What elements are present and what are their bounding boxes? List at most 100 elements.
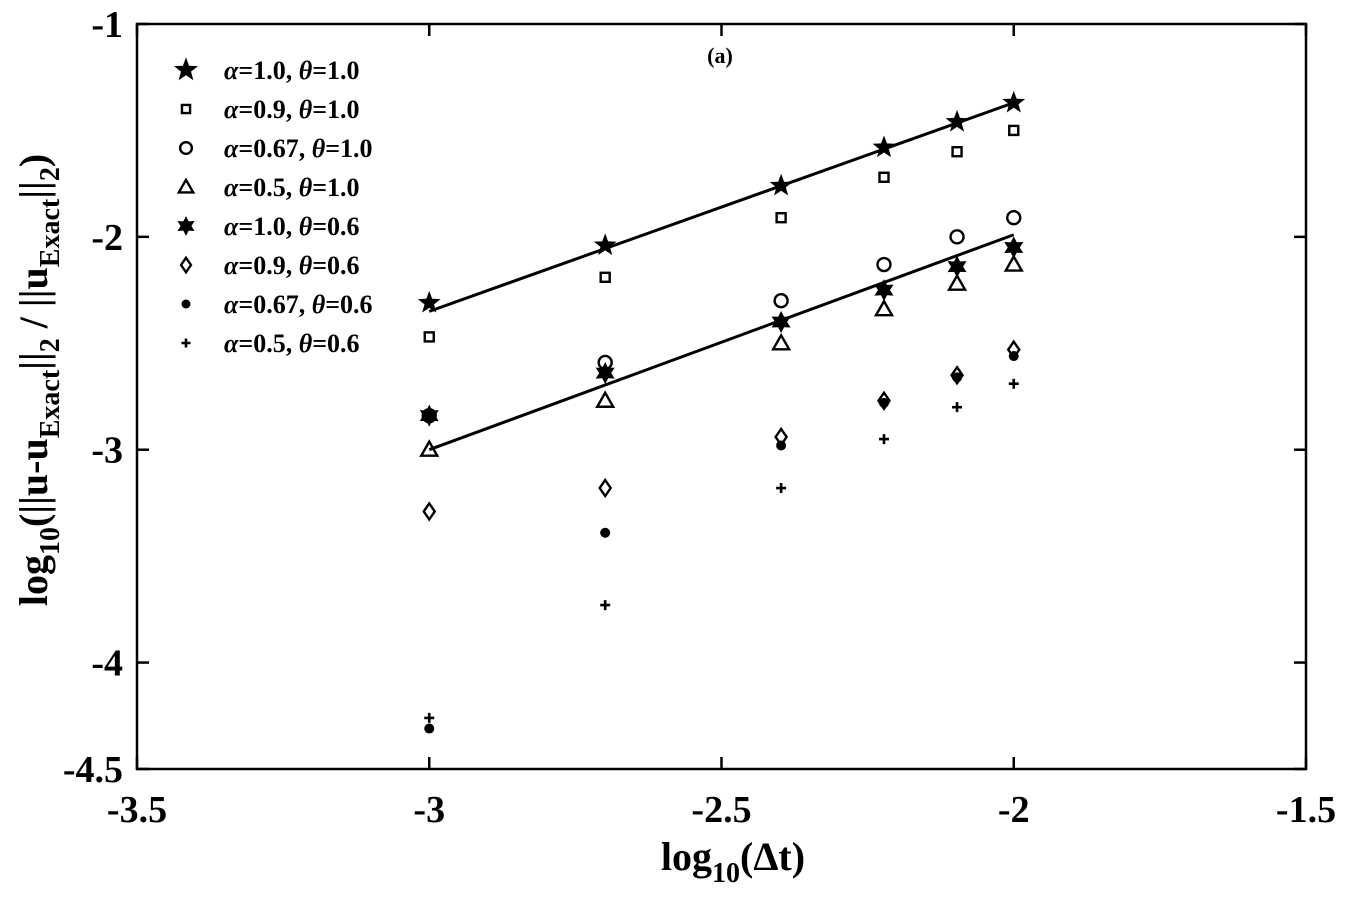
point-s7-4 xyxy=(878,397,889,408)
series-1-star5 xyxy=(417,90,1026,313)
legend-marker-dot xyxy=(181,299,191,309)
legend-label-part: =0.6 xyxy=(325,290,372,319)
panel-label: (a) xyxy=(707,43,733,68)
point-s8-1 xyxy=(424,712,435,723)
legend: α=1.0, θ=1.0α=0.9, θ=1.0α=0.67, θ=1.0α=0… xyxy=(174,56,373,358)
legend-label-part: =1.0, xyxy=(238,212,298,241)
point-s1-3 xyxy=(769,173,793,196)
x-tick-label: -3.5 xyxy=(107,789,167,831)
legend-label-part: θ xyxy=(299,173,313,202)
legend-marker-star5 xyxy=(174,57,198,81)
series-4-triangle xyxy=(419,254,1024,457)
series-7-dot xyxy=(424,351,1019,734)
legend-marker-diamond xyxy=(179,255,193,275)
point-s7-5 xyxy=(952,372,963,383)
legend-label-part: =0.67, xyxy=(238,134,311,163)
point-s4-4 xyxy=(873,298,895,317)
legend-label-part: =1.0 xyxy=(312,173,359,202)
legend-marker-star6 xyxy=(177,216,195,236)
legend-label-part: α xyxy=(224,329,239,358)
legend-marker-triangle xyxy=(176,177,196,194)
x-tick-label: -1.5 xyxy=(1276,789,1336,831)
legend-label: α=1.0, θ=1.0 xyxy=(224,56,360,85)
point-s6-2 xyxy=(598,477,613,499)
y-tick-label: -1 xyxy=(91,4,123,46)
legend-label-part: =1.0, xyxy=(238,56,298,85)
point-s5-2 xyxy=(595,362,615,385)
point-s2-3 xyxy=(775,211,787,224)
point-s5-5 xyxy=(947,255,967,278)
x-axis-title: log10(Δt) xyxy=(661,834,805,889)
legend-entry-1: α=1.0, θ=1.0 xyxy=(174,56,360,85)
legend-label-part: =0.6 xyxy=(312,251,359,280)
point-s5-1 xyxy=(419,404,439,427)
point-s5-4 xyxy=(874,279,894,302)
legend-label-part: =1.0 xyxy=(312,56,359,85)
point-s1-6 xyxy=(1002,90,1026,113)
point-s2-4 xyxy=(878,171,890,183)
legend-marker-circle xyxy=(178,140,194,156)
point-s1-5 xyxy=(945,109,969,132)
point-s8-2 xyxy=(600,600,611,611)
point-s4-6 xyxy=(1003,254,1024,272)
point-s1-2 xyxy=(593,233,617,256)
point-s7-6 xyxy=(1008,351,1019,362)
legend-label-part: α xyxy=(224,212,239,241)
y-tick-label: -4 xyxy=(91,643,123,685)
legend-marker-square xyxy=(180,103,192,115)
point-s2-1 xyxy=(423,331,435,343)
point-s1-1 xyxy=(417,290,441,313)
fit-lines xyxy=(428,101,1015,452)
point-s7-2 xyxy=(600,527,611,538)
point-s5-6 xyxy=(1004,236,1024,259)
point-s8-3 xyxy=(776,483,787,494)
legend-label: α=0.67, θ=1.0 xyxy=(224,134,373,163)
legend-label-part: =1.0 xyxy=(325,134,372,163)
point-s8-4 xyxy=(878,434,889,445)
legend-entry-4: α=0.5, θ=1.0 xyxy=(176,173,360,202)
point-s4-2 xyxy=(595,390,616,408)
legend-label: α=0.5, θ=0.6 xyxy=(224,329,360,358)
legend-label-part: α xyxy=(224,251,239,280)
point-s2-2 xyxy=(599,271,611,283)
point-s8-5 xyxy=(952,402,963,413)
legend-label-part: =1.0 xyxy=(312,95,359,124)
legend-label-part: θ xyxy=(299,251,313,280)
legend-entry-3: α=0.67, θ=1.0 xyxy=(178,134,373,163)
legend-entry-6: α=0.9, θ=0.6 xyxy=(179,251,360,280)
x-tick-label: -2 xyxy=(998,789,1030,831)
y-tick-label: -2 xyxy=(91,217,123,259)
legend-label-part: θ xyxy=(312,290,326,319)
tick-labels: -3.5 -3 -2.5 -2 -1.5 -1 -2 -3 -4 -4.5 xyxy=(63,4,1336,831)
y-axis-title: log10(||u-uExact||2 / ||uExact||2) xyxy=(11,154,66,606)
point-s3-6 xyxy=(1006,209,1022,226)
legend-label-part: θ xyxy=(299,212,313,241)
point-s5-3 xyxy=(771,311,791,333)
legend-label-part: α xyxy=(224,134,239,163)
data-markers xyxy=(417,90,1026,734)
point-s6-5 xyxy=(950,365,965,386)
legend-label-part: α xyxy=(224,290,239,319)
legend-label-part: =0.6 xyxy=(312,212,359,241)
legend-label-part: =0.9, xyxy=(238,95,298,124)
legend-label-part: θ xyxy=(299,95,313,124)
legend-entry-2: α=0.9, θ=1.0 xyxy=(180,95,360,124)
legend-label: α=0.9, θ=1.0 xyxy=(224,95,360,124)
point-s6-4 xyxy=(877,390,891,411)
legend-label-part: θ xyxy=(312,134,326,163)
legend-label: α=0.9, θ=0.6 xyxy=(224,251,360,280)
legend-label-part: θ xyxy=(299,56,313,85)
point-s4-1 xyxy=(419,439,440,457)
point-s2-6 xyxy=(1008,124,1020,137)
point-s3-5 xyxy=(949,229,965,245)
legend-entry-8: α=0.5, θ=0.6 xyxy=(181,329,360,358)
series-5-star6 xyxy=(419,236,1024,427)
legend-label-part: α xyxy=(224,95,239,124)
series-8-plus xyxy=(424,378,1019,723)
legend-label-part: α xyxy=(224,56,239,85)
point-s1-4 xyxy=(872,135,896,158)
x-tick-label: -2.5 xyxy=(691,789,751,831)
point-s6-1 xyxy=(422,501,437,522)
y-tick-label: -3 xyxy=(91,430,123,472)
